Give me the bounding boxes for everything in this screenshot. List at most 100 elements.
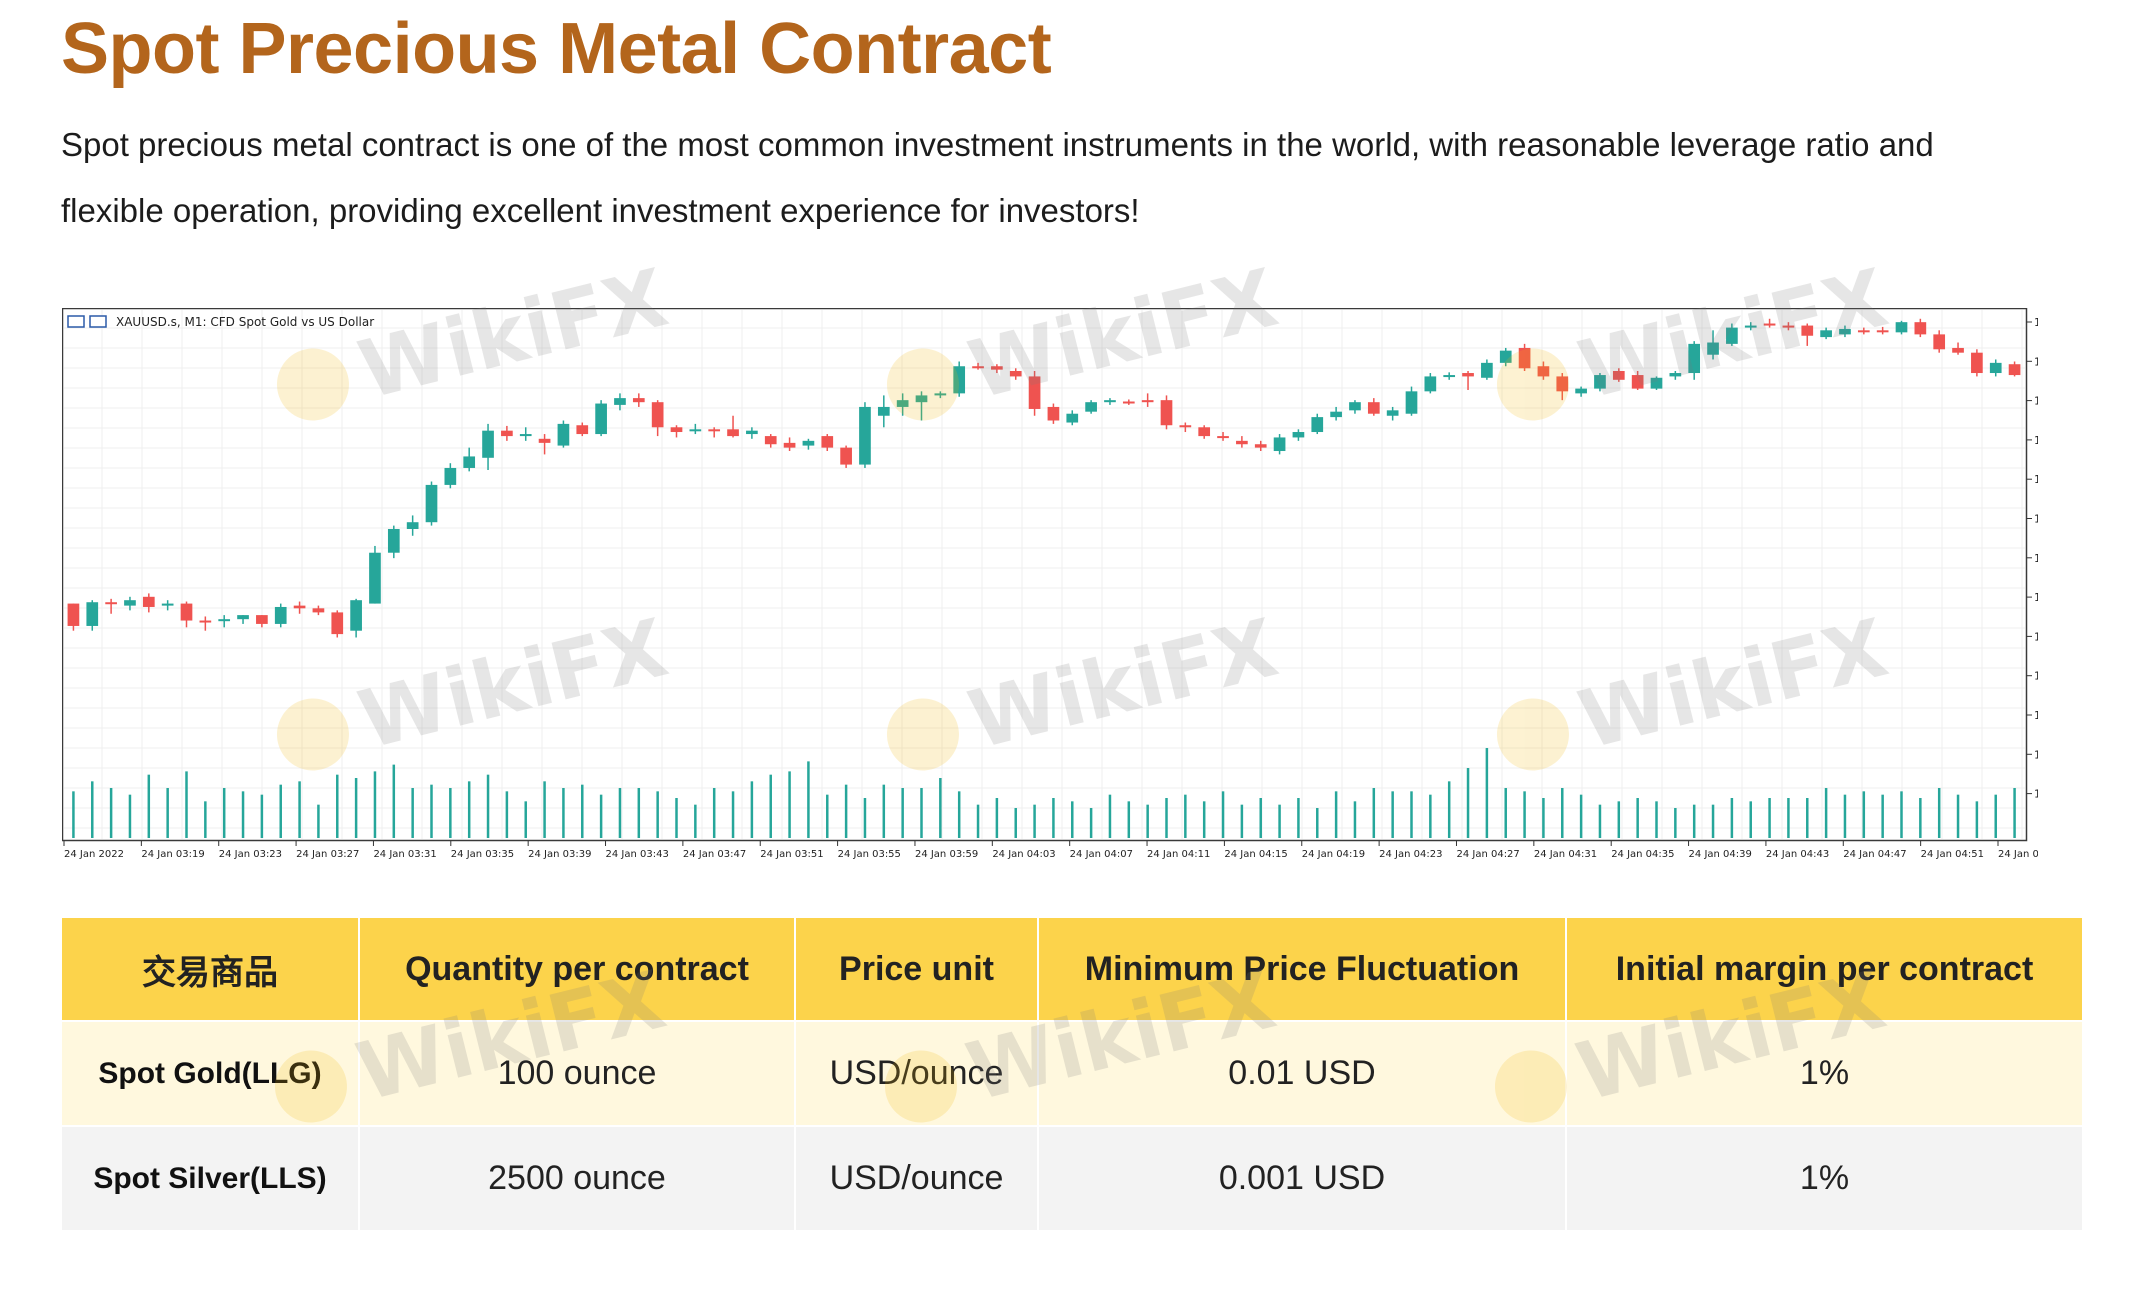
candle-body	[1612, 370, 1625, 380]
candle-body	[218, 619, 231, 622]
candle-body	[746, 430, 758, 435]
candle-body	[463, 456, 476, 468]
y-tick-label: 1833.41	[2034, 670, 2038, 683]
chart-title: XAUUSD.s, M1: CFD Spot Gold vs US Dollar	[116, 315, 374, 329]
time-axis: 24 Jan 2022 24 Jan 03:19 24 Jan 03:23 24 Ja…	[63, 841, 2038, 860]
volume-bars	[72, 748, 2016, 838]
y-tick-label: 1835.51	[2034, 473, 2038, 486]
candle-body	[896, 400, 909, 407]
x-tick-label: 24 Jan 04:43	[1766, 849, 1829, 860]
cell-quantity: 2500 ounce	[359, 1125, 796, 1230]
candle-body	[1914, 322, 1927, 335]
candle-body	[689, 429, 702, 432]
candle-body	[1047, 406, 1060, 421]
candle-body	[142, 596, 155, 607]
chart-window-icon	[89, 315, 107, 328]
candle-body	[1481, 362, 1493, 378]
y-tick-label: 1837.19	[2034, 316, 2038, 329]
candle-body	[1141, 400, 1154, 403]
candle-body	[1726, 327, 1738, 344]
candle-body	[1122, 401, 1135, 404]
candle-body	[1066, 413, 1079, 423]
candle-body	[124, 600, 136, 606]
candle-body	[1820, 330, 1832, 338]
candle-body	[859, 406, 871, 465]
candle-body	[67, 603, 80, 626]
candle-body	[256, 615, 268, 624]
candle-body	[86, 602, 99, 626]
header-quantity: Quantity per contract	[359, 918, 796, 1021]
candle-body	[1254, 444, 1267, 448]
cell-price-unit: USD/ounce	[795, 1020, 1039, 1126]
table-row: Spot Gold(LLG) 100 ounce USD/ounce 0.01 …	[62, 1020, 2082, 1126]
candle-body	[1085, 402, 1097, 412]
header-initial-margin: Initial margin per contract	[1566, 918, 2082, 1021]
price-chart: XAUUSD.s, M1: CFD Spot Gold vs US Dollar…	[62, 251, 2038, 862]
page-title: Spot Precious Metal Contract	[61, 9, 1052, 89]
candle-body	[614, 398, 626, 405]
header-price-unit: Price unit	[795, 918, 1039, 1021]
candle-body	[972, 366, 984, 369]
candle-body	[1933, 334, 1946, 350]
x-tick-label: 24 Jan 04:35	[1611, 849, 1674, 860]
candle-body	[915, 395, 928, 403]
candle-body	[1876, 330, 1889, 333]
candle-body	[1688, 343, 1701, 374]
candles	[67, 318, 2021, 638]
candle-body	[991, 366, 1003, 370]
x-tick-label: 24 Jan 03:51	[760, 849, 823, 860]
cell-min-fluctuation: 0.001 USD	[1038, 1125, 1567, 1230]
candle-body	[1952, 347, 1964, 353]
cell-initial-margin: 1%	[1566, 1020, 2082, 1126]
cell-product: Spot Gold(LLG)	[62, 1020, 360, 1126]
cell-quantity: 100 ounce	[359, 1020, 796, 1126]
candle-body	[1349, 402, 1361, 411]
candle-body	[1443, 375, 1456, 378]
cell-product: Spot Silver(LLS)	[62, 1125, 360, 1230]
x-tick-label: 24 Jan 03:23	[219, 849, 282, 860]
candle-body	[1989, 362, 2002, 374]
chart-grid	[64, 310, 2025, 839]
y-tick-label: 1832.99	[2034, 709, 2038, 722]
price-axis: 1837.19 1836.77 1836.35 1835.93 1835.51 1835.…	[2026, 316, 2038, 801]
x-tick-label: 24 Jan 04:55	[1998, 849, 2038, 860]
cell-min-fluctuation: 0.01 USD	[1038, 1020, 1567, 1126]
candle-body	[1518, 347, 1531, 369]
candle-body	[764, 436, 777, 445]
candle-body	[425, 484, 438, 523]
candle-body	[1217, 436, 1229, 439]
header-product: 交易商品	[62, 918, 360, 1021]
y-tick-label: 1835.09	[2034, 513, 2038, 526]
y-tick-label: 1832.57	[2034, 748, 2038, 761]
candle-body	[2008, 364, 2021, 376]
y-tick-label: 1835.93	[2034, 434, 2038, 447]
candle-body	[1386, 410, 1399, 416]
x-tick-label: 24 Jan 03:39	[528, 849, 591, 860]
candle-body	[1311, 417, 1324, 433]
table-row: Spot Silver(LLS) 2500 ounce USD/ounce 0.…	[62, 1125, 2082, 1230]
candle-body	[406, 522, 419, 529]
candle-body	[783, 442, 796, 448]
x-tick-label: 24 Jan 03:55	[838, 849, 901, 860]
x-tick-label: 24 Jan 04:27	[1456, 849, 1519, 860]
candle-body	[501, 430, 513, 437]
y-tick-label: 1832.15	[2034, 788, 2038, 801]
x-tick-label: 24 Jan 04:07	[1070, 849, 1133, 860]
candle-body	[1028, 376, 1041, 409]
candle-body	[670, 427, 683, 433]
x-tick-label: 24 Jan 2022	[64, 849, 124, 860]
candle-body	[274, 606, 287, 624]
candle-body	[953, 366, 966, 394]
y-tick-label: 1836.35	[2034, 395, 2038, 408]
y-tick-label: 1834.25	[2034, 591, 2038, 604]
x-tick-label: 24 Jan 04:11	[1147, 849, 1210, 860]
candle-body	[350, 600, 362, 631]
x-tick-label: 24 Jan 03:31	[373, 849, 436, 860]
cell-initial-margin: 1%	[1566, 1125, 2082, 1230]
candle-body	[1273, 437, 1286, 452]
header-min-fluctuation: Minimum Price Fluctuation	[1038, 918, 1567, 1021]
candle-body	[1499, 350, 1512, 363]
candle-body	[293, 605, 306, 609]
candle-body	[1895, 322, 1908, 333]
candle-body	[161, 603, 174, 606]
